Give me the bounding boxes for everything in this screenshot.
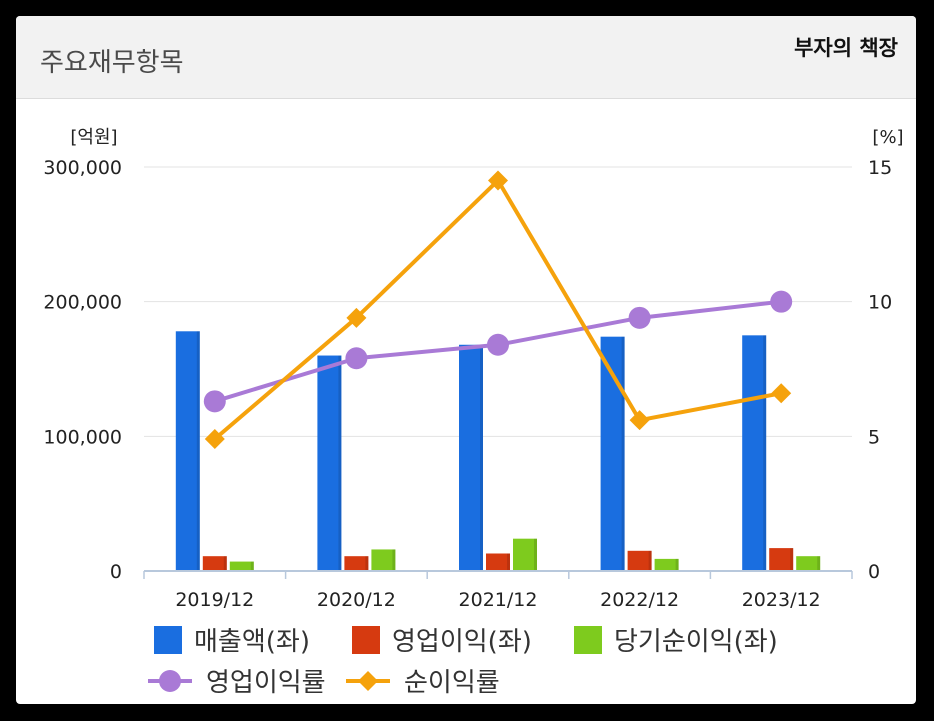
legend-marker-영업이익률 <box>159 670 181 692</box>
bar-당기순이익(좌)-2021/12 <box>513 538 537 571</box>
point-영업이익률-2019/12 <box>203 390 226 413</box>
point-영업이익률-2023/12 <box>770 290 793 313</box>
card-header: 주요재무항목 부자의 책장 <box>16 16 916 99</box>
left-tick-label: 200,000 <box>43 292 122 314</box>
bar-shade <box>763 335 767 571</box>
left-tick-label: 300,000 <box>43 157 122 179</box>
bar-당기순이익(좌)-2022/12 <box>654 558 679 571</box>
legend-label: 당기순이익(좌) <box>614 627 778 657</box>
legend-marker-순이익률 <box>358 671 378 691</box>
point-영업이익률-2020/12 <box>345 347 368 370</box>
bar-영업이익(좌)-2020/12 <box>344 556 369 571</box>
point-영업이익률-2022/12 <box>628 306 651 329</box>
bar-shade <box>250 561 254 571</box>
point-순이익률-2023/12 <box>771 383 792 404</box>
bar-영업이익(좌)-2022/12 <box>627 550 652 571</box>
x-tick-label: 2023/12 <box>742 589 821 611</box>
right-unit-label: [%] <box>872 127 903 148</box>
bar-shade <box>621 336 625 571</box>
x-tick-label: 2022/12 <box>600 589 679 611</box>
bar-shade <box>648 550 652 571</box>
bar-shade <box>675 558 679 571</box>
legend-swatch-당기순이익(좌) <box>574 626 602 654</box>
bar-당기순이익(좌)-2020/12 <box>371 549 396 571</box>
bar-매출액(좌)-2019/12 <box>175 331 200 571</box>
bar-영업이익(좌)-2019/12 <box>202 556 227 571</box>
right-tick-label: 15 <box>868 157 892 179</box>
bar-당기순이익(좌)-2019/12 <box>229 561 254 571</box>
bar-shade <box>196 331 200 571</box>
right-tick-label: 10 <box>868 292 892 314</box>
legend-label: 영업이익(좌) <box>392 627 532 657</box>
bar-shade <box>790 548 794 571</box>
chart-svg: 2019/12 2020/12 2021/12 2022/12 2023/12 [억원]… <box>43 127 903 698</box>
line-group <box>203 170 793 450</box>
x-tick-label: 2019/12 <box>175 589 254 611</box>
right-tick-label: 0 <box>868 561 880 583</box>
bar-shade <box>480 344 483 571</box>
bar-shade <box>507 553 510 571</box>
left-unit-label: [억원] <box>70 127 117 148</box>
bar-당기순이익(좌)-2023/12 <box>796 556 821 571</box>
left-tick-label: 0 <box>110 561 122 583</box>
legend-label: 매출액(좌) <box>194 627 310 657</box>
card-title: 주요재무항목 <box>40 48 184 78</box>
bar-shade <box>817 556 821 571</box>
axis-labels: [억원] [%] 0 0 100,000 5 200,000 10 300,000 15 <box>43 127 903 583</box>
legend-swatch-매출액(좌) <box>154 626 182 654</box>
x-tick-label: 2021/12 <box>459 589 538 611</box>
bar-매출액(좌)-2023/12 <box>742 335 767 571</box>
point-영업이익률-2021/12 <box>487 333 509 356</box>
bar-매출액(좌)-2020/12 <box>317 355 342 571</box>
legend-label: 영업이익률 <box>206 668 326 698</box>
bar-shade <box>338 355 342 571</box>
legend-swatch-영업이익(좌) <box>352 626 380 654</box>
bar-shade <box>534 538 537 571</box>
point-순이익률-2020/12 <box>346 307 367 328</box>
right-tick-label: 5 <box>868 426 880 448</box>
bar-영업이익(좌)-2023/12 <box>769 548 794 571</box>
x-axis: 2019/12 2020/12 2021/12 2022/12 2023/12 <box>143 570 853 611</box>
financial-chart-card: 주요재무항목 부자의 책장 2019/12 2020/12 2021/12 2022/… <box>16 16 916 704</box>
bar-매출액(좌)-2021/12 <box>459 344 483 571</box>
bar-shade <box>223 556 227 571</box>
left-tick-label: 100,000 <box>43 426 122 448</box>
point-순이익률-2022/12 <box>629 410 650 431</box>
chart-legend: 매출액(좌) 영업이익(좌) 당기순이익(좌) 영업이익률 순이익률 <box>148 626 778 698</box>
brand-badge: 부자의 책장 <box>794 36 898 60</box>
point-순이익률-2021/12 <box>488 170 508 191</box>
bar-영업이익(좌)-2021/12 <box>486 553 510 571</box>
x-tick-label: 2020/12 <box>317 589 396 611</box>
bar-group <box>175 331 821 571</box>
bar-shade <box>365 556 369 571</box>
grid-lines <box>144 166 852 437</box>
bar-shade <box>392 549 396 571</box>
legend-label: 순이익률 <box>404 668 500 698</box>
point-순이익률-2019/12 <box>204 429 225 450</box>
